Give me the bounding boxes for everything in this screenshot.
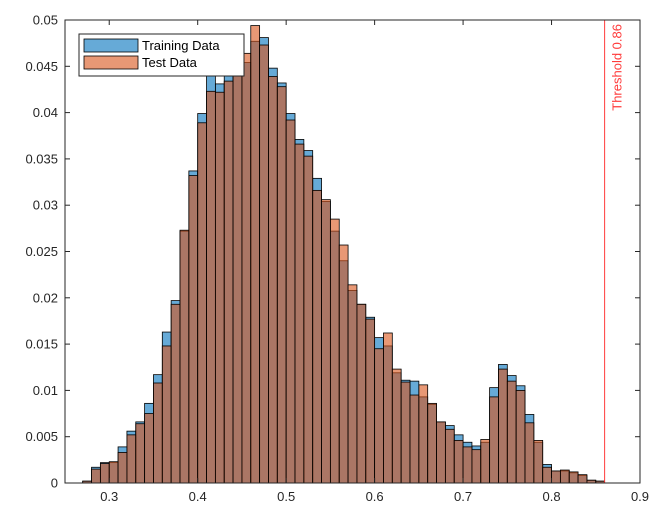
test-bar <box>214 91 225 484</box>
test-bar <box>436 421 446 484</box>
test-bar <box>498 368 508 484</box>
legend: Training Data Test Data <box>78 33 245 77</box>
y-tick-label: 0.03 <box>33 198 58 213</box>
y-tick-label: 0.015 <box>25 337 58 352</box>
test-bar <box>170 303 181 484</box>
x-tick-label: 0.5 <box>277 489 295 504</box>
test-bar <box>559 469 570 484</box>
test-bar <box>126 434 137 484</box>
y-tick-label: 0.05 <box>33 13 58 28</box>
test-bar <box>365 318 376 484</box>
y-tick-label: 0.005 <box>25 429 58 444</box>
test-bar <box>453 440 464 484</box>
test-bar <box>312 189 322 484</box>
legend-label-training: Training Data <box>142 38 220 53</box>
test-bar <box>551 470 561 484</box>
test-bar <box>285 119 296 484</box>
test-bar <box>338 244 349 484</box>
test-bar <box>179 229 190 484</box>
test-bar <box>276 86 287 484</box>
legend-label-test: Test Data <box>142 55 198 70</box>
test-bar <box>480 439 491 484</box>
test-bar <box>241 52 252 484</box>
y-axis: 0 0.005 0.01 0.015 0.02 0.025 0.03 0.035 0.04 0.0… <box>25 13 640 491</box>
test-bar <box>347 284 358 484</box>
test-bar <box>161 345 172 484</box>
test-bar <box>250 25 261 484</box>
x-axis: 0.3 0.4 0.5 0.6 0.7 0.8 0.9 <box>100 20 649 504</box>
legend-swatch-training <box>83 38 139 53</box>
test-bar <box>206 90 216 484</box>
test-bar <box>444 428 455 484</box>
test-bar <box>471 449 482 484</box>
test-bar <box>188 175 199 484</box>
test-bar <box>462 446 473 484</box>
test-bar <box>259 44 269 484</box>
test-bar <box>515 389 526 484</box>
test-bar <box>108 461 119 484</box>
y-tick-label: 0.02 <box>33 290 58 305</box>
test-bar <box>135 423 146 484</box>
test-bar <box>391 368 402 484</box>
y-tick-label: 0.04 <box>33 105 58 120</box>
threshold-layer: Threshold 0.86 <box>604 20 625 483</box>
test-bar <box>99 463 110 484</box>
test-bar <box>153 382 163 484</box>
test-bar <box>409 394 420 484</box>
test-bar <box>321 199 331 484</box>
x-tick-label: 0.6 <box>366 489 384 504</box>
test-bar <box>524 422 535 484</box>
y-tick-label: 0.045 <box>25 59 58 74</box>
test-bar <box>223 80 234 484</box>
test-bar <box>374 348 384 484</box>
test-bar <box>329 218 340 484</box>
threshold-label: Threshold 0.86 <box>610 24 625 111</box>
test-bar <box>533 440 544 484</box>
legend-swatch-test <box>83 55 139 70</box>
test-bar <box>356 303 367 484</box>
test-bar <box>542 466 552 484</box>
test-bar <box>418 384 429 484</box>
test-bar <box>303 155 314 484</box>
test-bar <box>117 452 128 484</box>
test-bar <box>400 381 411 484</box>
y-tick-label: 0.035 <box>25 151 58 166</box>
test-bar <box>197 122 207 484</box>
test-bar <box>427 402 437 484</box>
y-tick-label: 0.01 <box>33 383 58 398</box>
test-bar <box>568 471 579 484</box>
y-tick-label: 0.025 <box>25 244 58 259</box>
y-tick-label: 0 <box>51 476 58 491</box>
test-bar <box>91 468 101 484</box>
test-bar <box>268 76 278 484</box>
test-bar <box>506 380 517 484</box>
test-bar <box>294 143 305 484</box>
test-bar <box>144 413 154 484</box>
x-tick-label: 0.3 <box>100 489 118 504</box>
test-bar <box>577 474 588 484</box>
test-bar <box>232 69 243 484</box>
x-tick-label: 0.7 <box>454 489 472 504</box>
x-tick-label: 0.8 <box>542 489 560 504</box>
test-bar <box>489 396 499 484</box>
test-bar <box>383 332 393 484</box>
x-tick-label: 0.9 <box>631 489 649 504</box>
x-tick-label: 0.4 <box>189 489 207 504</box>
